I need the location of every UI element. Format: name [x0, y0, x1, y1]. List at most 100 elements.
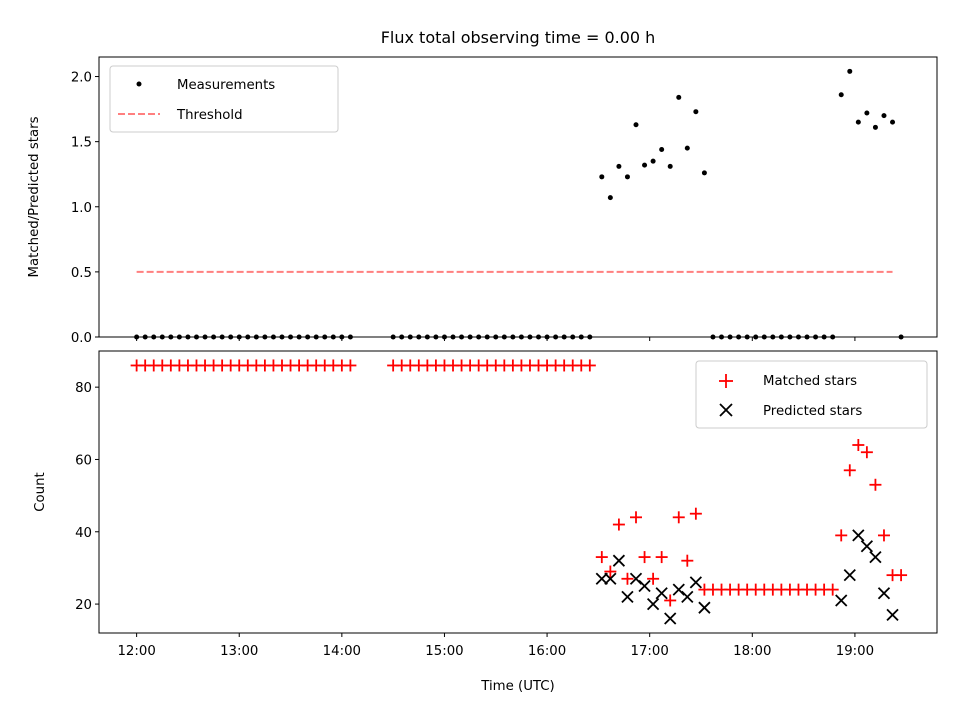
measurements-point [424, 334, 430, 340]
measurements-point [407, 334, 413, 340]
matched-stars-point [595, 551, 608, 564]
measurements-point [211, 334, 217, 340]
measurements-point [416, 334, 422, 340]
predicted-stars-point [835, 594, 848, 607]
predicted-stars-point [698, 601, 711, 614]
measurements-point [561, 334, 567, 340]
y-tick-label: 80 [75, 381, 92, 396]
measurements-legend-marker [136, 81, 142, 87]
measurements-point [830, 334, 836, 340]
x-tick-label: 15:00 [425, 644, 463, 659]
measurements-point [787, 334, 793, 340]
x-tick-label: 16:00 [528, 644, 566, 659]
matched-stars-point [344, 359, 357, 372]
predicted-legend-label: Predicted stars [763, 404, 862, 419]
measurements-point [390, 334, 396, 340]
bottom-y-axis-label: Count [33, 472, 48, 512]
matched-stars-point [647, 572, 660, 585]
measurements-point [727, 334, 733, 340]
measurements-point [881, 113, 887, 119]
predicted-stars-point [612, 554, 626, 567]
measurements-point [527, 334, 533, 340]
measurements-point [245, 334, 251, 340]
x-tick-label: 17:00 [631, 644, 669, 659]
measurements-point [898, 334, 904, 340]
measurements-point [253, 334, 259, 340]
measurements-point [313, 334, 319, 340]
measurements-point [279, 334, 285, 340]
measurements-point [347, 334, 353, 340]
top-y-axis: 0.0 0.5 1.0 1.5 2.0 [71, 71, 99, 346]
measurements-point [693, 109, 699, 115]
predicted-stars-point [629, 572, 643, 585]
x-axis-label: Time (UTC) [480, 679, 555, 694]
measurements-point [821, 334, 827, 340]
measurements-point [761, 334, 767, 340]
predicted-stars-point [672, 583, 685, 596]
measurements-point [476, 334, 482, 340]
chart-title: Flux total observing time = 0.00 h [381, 28, 656, 47]
predicted-stars-point [646, 597, 660, 611]
measurements-legend-label: Measurements [177, 78, 275, 93]
matched-stars-point [604, 565, 617, 578]
x-tick-label: 13:00 [220, 644, 258, 659]
matched-legend-label: Matched stars [763, 374, 857, 389]
measurements-point [736, 334, 742, 340]
matched-stars-point [621, 572, 634, 585]
measurements-point [570, 334, 576, 340]
matched-stars-point [860, 446, 873, 459]
matched-stars-point [835, 529, 848, 542]
y-tick-label: 0.5 [71, 266, 92, 281]
predicted-stars-point [655, 587, 668, 600]
measurements-point [296, 334, 302, 340]
predicted-stars-point [886, 608, 899, 622]
measurements-point [804, 334, 810, 340]
matched-stars-point [681, 554, 694, 567]
predicted-stars-point [852, 529, 865, 542]
measurements-point [501, 334, 507, 340]
measurements-point [607, 195, 613, 201]
measurements-point [872, 124, 878, 130]
matched-stars-point [689, 507, 702, 520]
top-x-axis [136, 337, 856, 341]
predicted-stars-point [860, 540, 874, 553]
measurements-point [176, 334, 182, 340]
top-plot-marks [134, 68, 904, 340]
measurements-point [185, 334, 191, 340]
measurements-point [168, 334, 174, 340]
measurements-point [701, 170, 707, 176]
x-tick-label: 14:00 [323, 644, 361, 659]
measurements-point [493, 334, 499, 340]
x-tick-label: 18:00 [733, 644, 771, 659]
matched-stars-point [672, 511, 685, 524]
measurements-point [659, 146, 665, 152]
matched-stars-point [655, 551, 668, 564]
measurements-point [578, 334, 584, 340]
bottom-x-axis: 12:00 13:00 14:00 15:00 16:00 17:00 18:00 19:00 [117, 633, 874, 659]
measurements-point [813, 334, 819, 340]
y-tick-label: 2.0 [71, 71, 92, 86]
measurements-point [433, 334, 439, 340]
predicted-stars-point [604, 572, 617, 585]
matched-stars-point [869, 478, 882, 491]
measurements-point [270, 334, 276, 340]
measurements-point [202, 334, 208, 340]
top-panel: 0.00.51.01.52.0 Matched/Predicted stars … [27, 56, 938, 346]
measurements-point [676, 94, 682, 100]
matched-stars-point [638, 551, 651, 564]
measurements-point [770, 334, 776, 340]
bottom-legend-box [695, 360, 928, 429]
matched-stars-point [664, 594, 677, 607]
measurements-point [228, 334, 234, 340]
measurements-point [642, 162, 648, 168]
measurements-point [650, 158, 656, 164]
measurements-point [855, 119, 861, 125]
measurements-point [553, 334, 559, 340]
measurements-point [587, 334, 593, 340]
predicted-stars-point [621, 590, 634, 603]
matched-legend-marker [719, 374, 733, 388]
measurements-point [518, 334, 524, 340]
y-tick-label: 20 [75, 598, 92, 613]
